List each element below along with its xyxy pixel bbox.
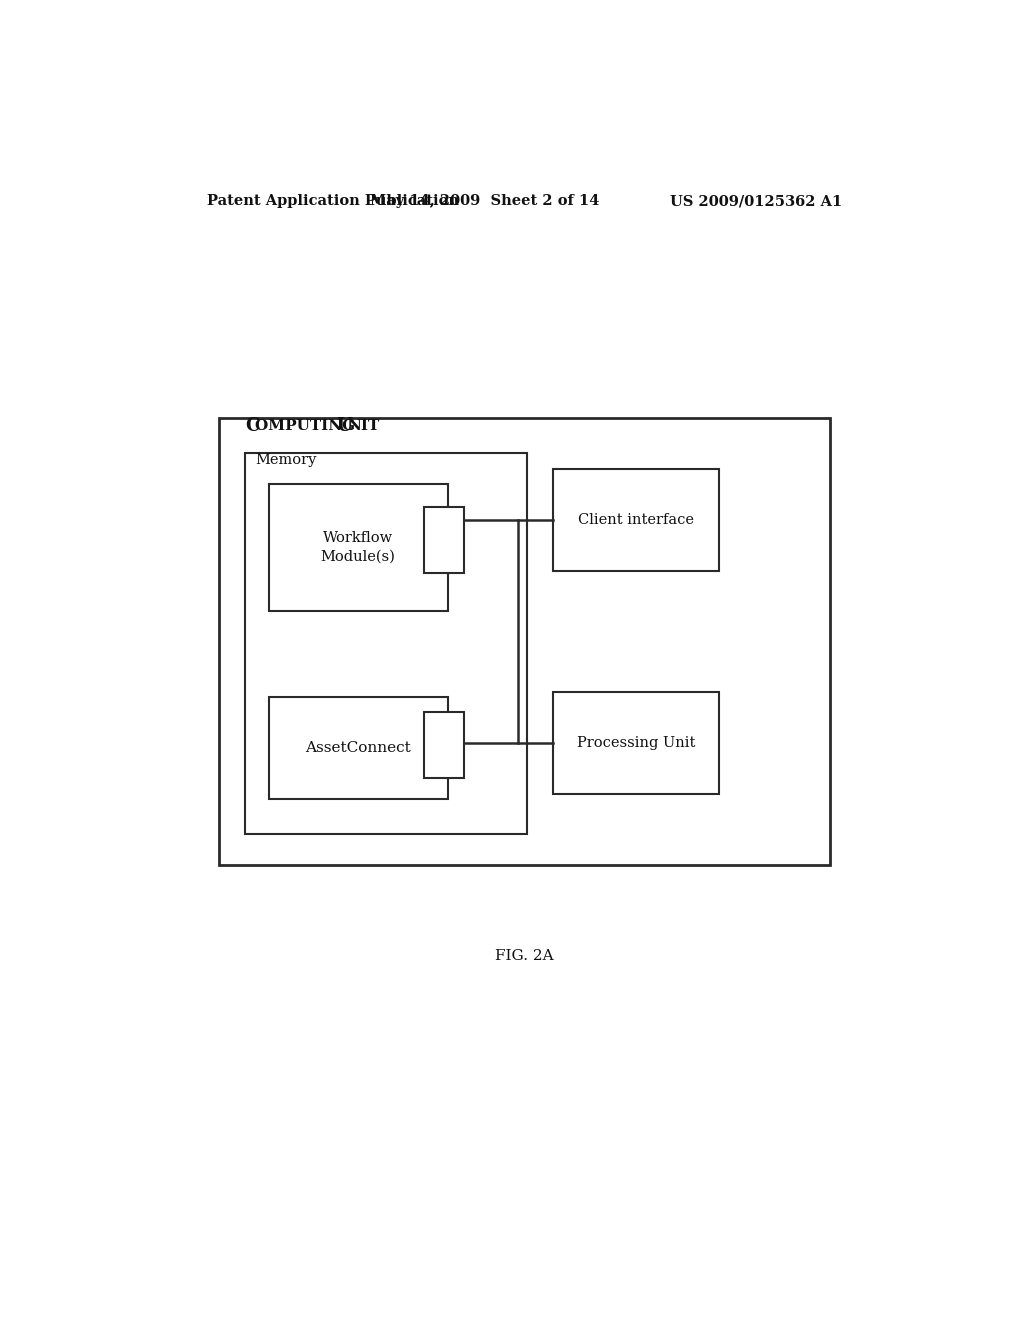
Text: Client interface: Client interface bbox=[578, 513, 694, 527]
Bar bbox=[553, 470, 719, 572]
Bar bbox=[269, 697, 447, 799]
Text: C: C bbox=[246, 417, 260, 434]
Text: NIT: NIT bbox=[347, 418, 379, 433]
Bar bbox=[553, 692, 719, 793]
Bar bbox=[246, 453, 527, 834]
Text: US 2009/0125362 A1: US 2009/0125362 A1 bbox=[670, 194, 842, 209]
Text: Memory: Memory bbox=[256, 453, 317, 467]
Text: Workflow
Module(s): Workflow Module(s) bbox=[321, 532, 395, 564]
Text: OMPUTING: OMPUTING bbox=[255, 418, 360, 433]
Text: FIG. 2A: FIG. 2A bbox=[496, 949, 554, 964]
Text: Patent Application Publication: Patent Application Publication bbox=[207, 194, 460, 209]
Bar bbox=[424, 713, 464, 779]
Bar bbox=[219, 417, 830, 865]
Text: U: U bbox=[337, 417, 352, 434]
Text: Processing Unit: Processing Unit bbox=[577, 735, 695, 750]
Text: AssetConnect: AssetConnect bbox=[305, 741, 411, 755]
Text: May 14, 2009  Sheet 2 of 14: May 14, 2009 Sheet 2 of 14 bbox=[371, 194, 600, 209]
Bar bbox=[269, 483, 447, 611]
Bar bbox=[424, 507, 464, 573]
